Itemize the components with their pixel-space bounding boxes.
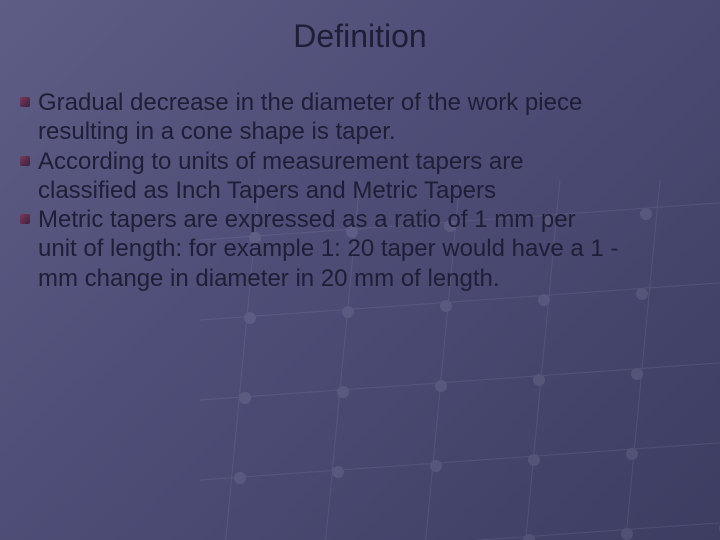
bullet-list: Gradual decrease in the diameter of the … <box>20 88 620 293</box>
bullet-item: Gradual decrease in the diameter of the … <box>20 88 620 147</box>
slide-body: Gradual decrease in the diameter of the … <box>20 88 620 293</box>
slide: Definition Gradual decrease in the diame… <box>0 0 720 540</box>
bullet-item: According to units of measurement tapers… <box>20 147 620 206</box>
slide-title: Definition <box>0 18 720 55</box>
bullet-item: Metric tapers are expressed as a ratio o… <box>20 205 620 293</box>
